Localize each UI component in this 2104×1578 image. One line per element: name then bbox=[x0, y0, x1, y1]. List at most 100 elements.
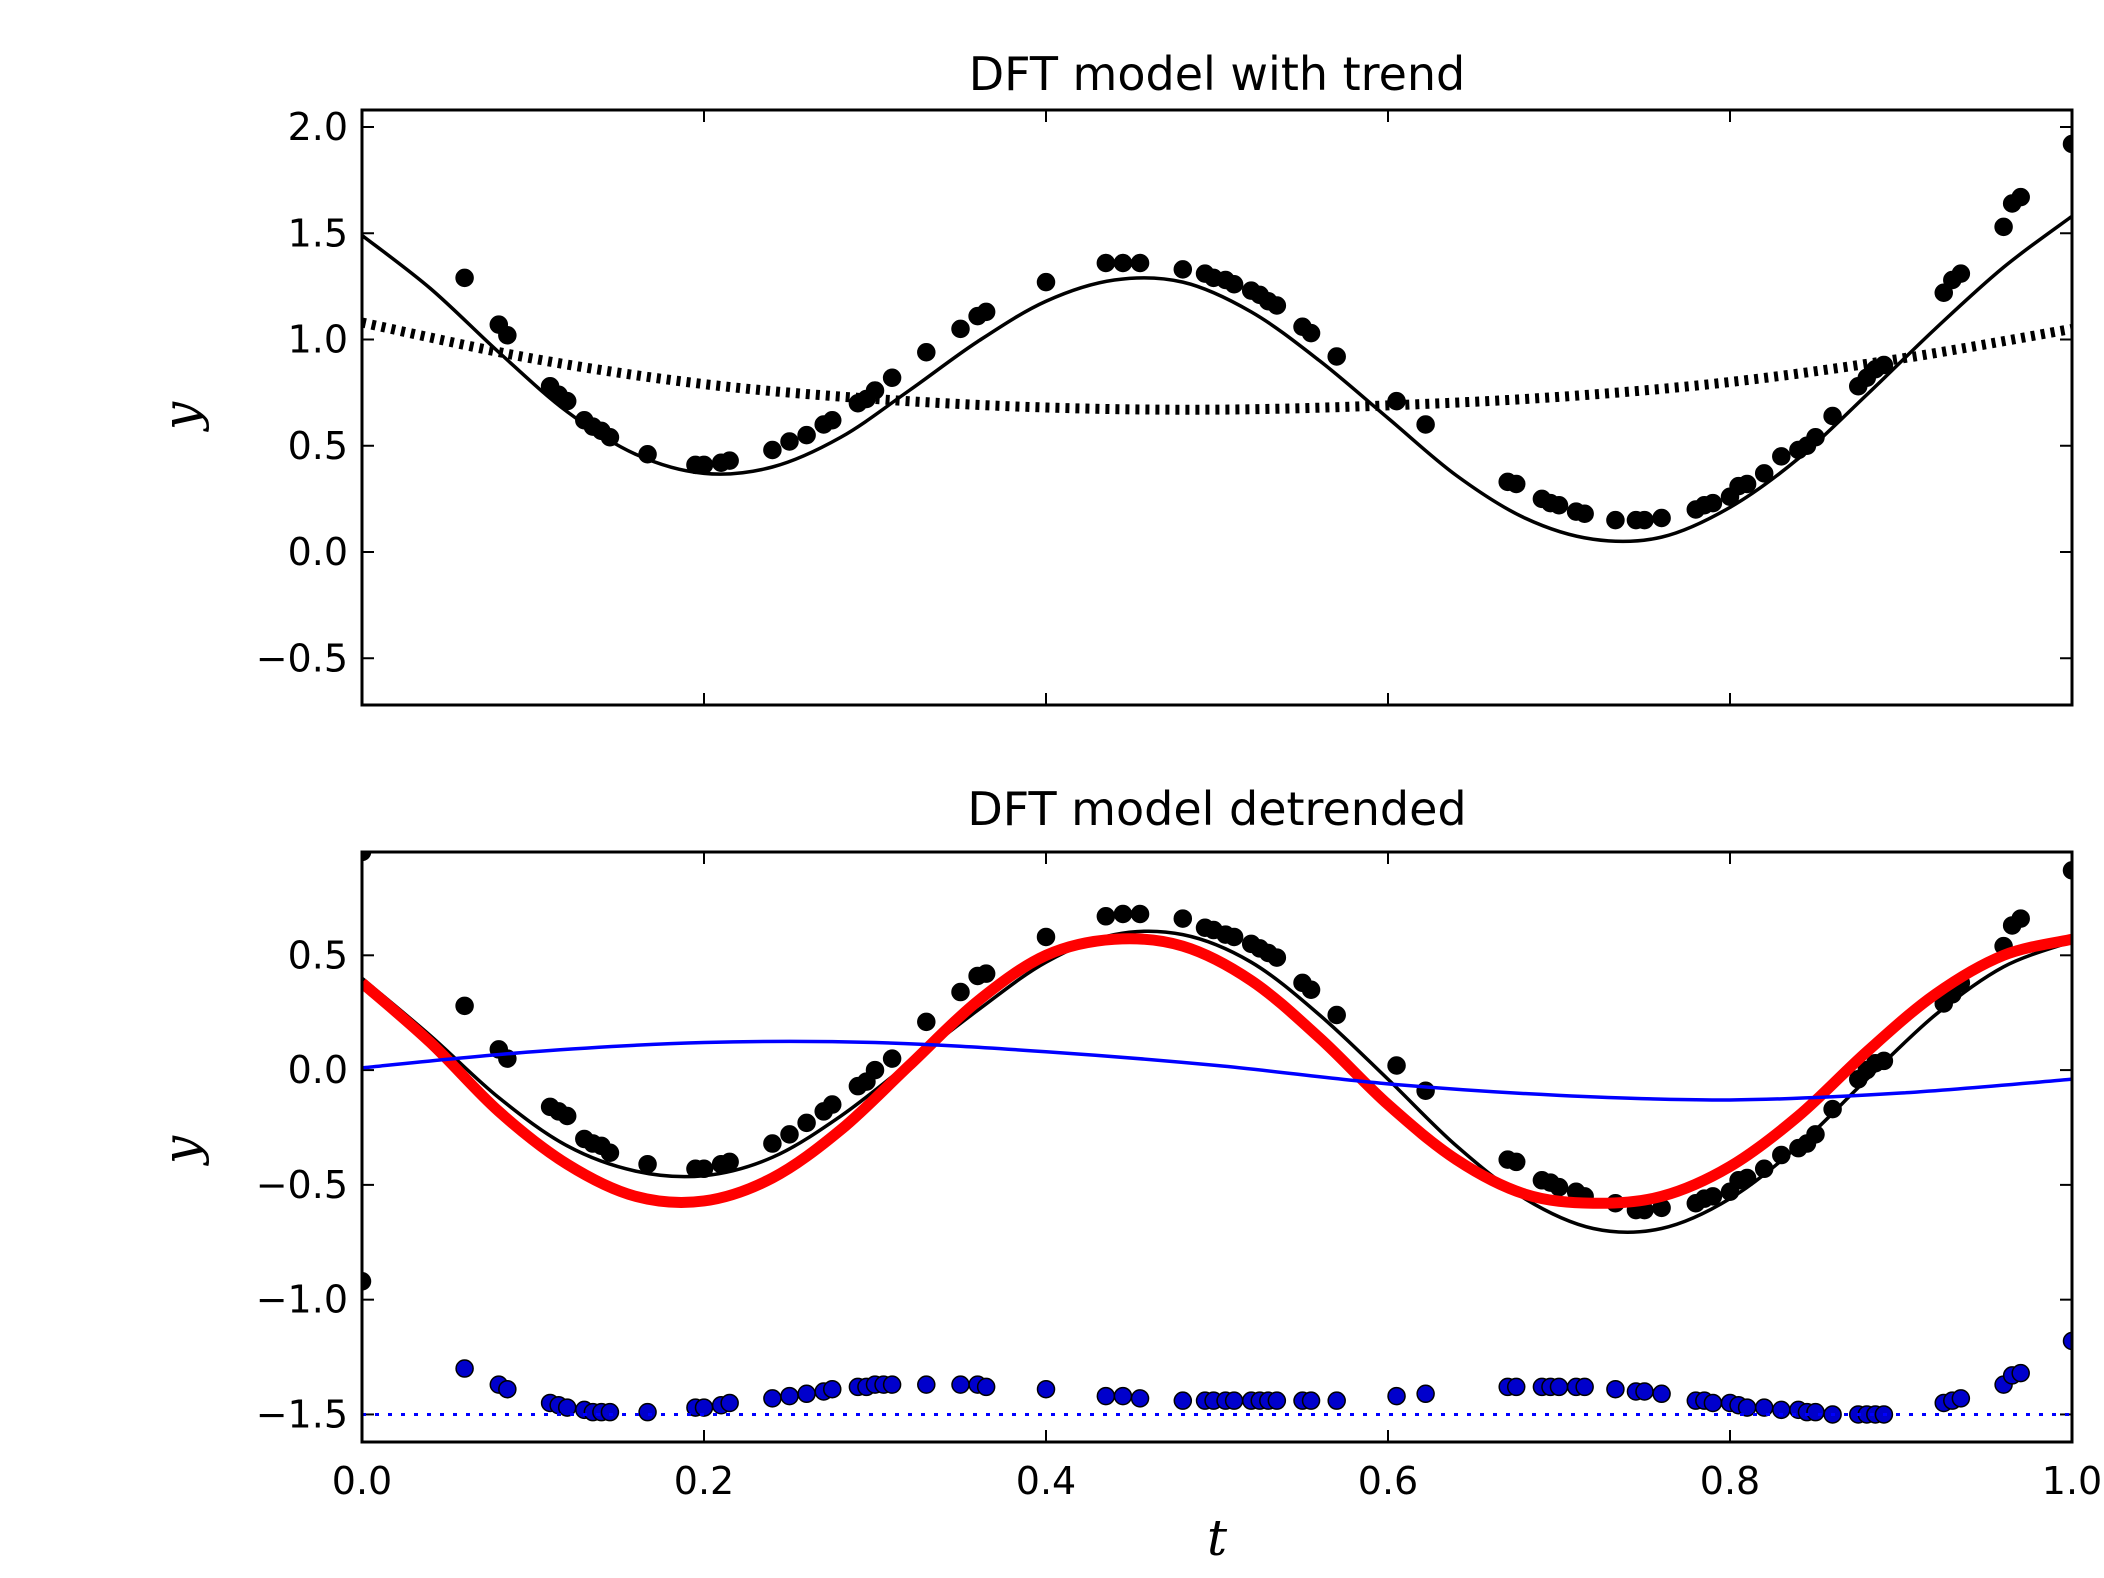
data-point bbox=[823, 411, 842, 430]
residuals-point bbox=[1606, 1379, 1625, 1399]
residuals-point bbox=[1507, 1377, 1526, 1397]
residuals-point bbox=[455, 1359, 474, 1378]
data-point bbox=[1327, 347, 1346, 366]
residuals-point bbox=[1416, 1384, 1435, 1404]
trend-line bbox=[362, 317, 2072, 415]
y-tick-label: 0.5 bbox=[288, 424, 348, 468]
detrended-data-point bbox=[1096, 907, 1116, 926]
detrended-data-point bbox=[1703, 1187, 1723, 1206]
detrended-data-point bbox=[2011, 909, 2030, 928]
data-point bbox=[1575, 504, 1594, 523]
data-point bbox=[1606, 510, 1625, 530]
panel-with-trend: DFT model with trend y −0.5 0.0 0.5 1.0 1.5 2… bbox=[152, 47, 2074, 707]
x-tick-label: 1.0 bbox=[2042, 1459, 2102, 1503]
residuals-point bbox=[2011, 1363, 2030, 1383]
data-point bbox=[1772, 447, 1791, 466]
detrended-data-point bbox=[1549, 1177, 1569, 1197]
data-point bbox=[2011, 187, 2030, 207]
residuals-point bbox=[1951, 1389, 1971, 1408]
panel-title-with-trend: DFT model with trend bbox=[969, 47, 1465, 101]
residuals-point bbox=[882, 1375, 902, 1394]
residuals-point bbox=[1301, 1391, 1321, 1410]
detrended-data-point bbox=[600, 1143, 620, 1162]
x-tick-label: 0.4 bbox=[1016, 1459, 1076, 1503]
residuals-point bbox=[917, 1375, 936, 1394]
residuals-point bbox=[1327, 1391, 1346, 1410]
data-point bbox=[1096, 253, 1116, 273]
data-point bbox=[917, 343, 936, 362]
detrended-data-point bbox=[1301, 980, 1321, 999]
y-tick-label: 2.0 bbox=[288, 105, 348, 149]
data-point bbox=[951, 319, 970, 339]
model-line bbox=[362, 214, 2072, 544]
data-point bbox=[1267, 296, 1287, 315]
data-point bbox=[1994, 217, 2013, 237]
y-tick-label: −1.0 bbox=[256, 1278, 348, 1322]
detrended-data-point bbox=[1327, 1005, 1346, 1025]
residuals-point bbox=[780, 1386, 799, 1406]
data-point bbox=[1737, 474, 1757, 494]
detrended-data-point bbox=[951, 982, 970, 1002]
residual-trend-line bbox=[362, 1039, 2072, 1102]
residuals-point bbox=[976, 1377, 996, 1397]
data-point bbox=[1703, 493, 1723, 513]
data-point bbox=[1301, 323, 1321, 343]
residuals-point bbox=[951, 1375, 970, 1394]
x-axis-label: t bbox=[1207, 1509, 1228, 1567]
residuals-point bbox=[2062, 1331, 2072, 1351]
data-point bbox=[2062, 134, 2072, 154]
plot-area-top bbox=[362, 134, 2072, 544]
residuals-point bbox=[1652, 1384, 1671, 1404]
y-tick-label: 1.5 bbox=[288, 211, 348, 255]
residuals-point bbox=[1130, 1389, 1150, 1408]
data-point bbox=[455, 268, 474, 288]
data-point bbox=[1507, 474, 1526, 494]
data-point bbox=[1549, 496, 1569, 515]
data-point bbox=[1951, 264, 1971, 283]
data-point bbox=[797, 425, 816, 445]
residuals-point bbox=[1635, 1382, 1654, 1401]
residuals-point bbox=[1096, 1386, 1116, 1406]
panel-detrended: DFT model detrended y t 0.0 0.2 0.4 0.6 0.8 1… bbox=[152, 782, 2102, 1567]
data-point bbox=[763, 440, 782, 460]
residuals-point bbox=[498, 1379, 517, 1399]
detrended-data-point bbox=[362, 1272, 372, 1291]
tick-group-top: −0.5 0.0 0.5 1.0 1.5 2.0 bbox=[256, 105, 2073, 705]
residuals-point bbox=[1703, 1393, 1723, 1413]
y-axis-label-bottom: y bbox=[152, 1135, 210, 1166]
detrended-data-point bbox=[1507, 1152, 1526, 1172]
true-signal-line bbox=[362, 933, 2072, 1209]
data-point bbox=[1635, 510, 1654, 530]
residuals-point bbox=[1036, 1379, 1056, 1399]
residuals-point bbox=[600, 1402, 620, 1422]
data-point bbox=[1130, 253, 1150, 273]
detrended-data-point bbox=[917, 1012, 936, 1032]
y-tick-label: 1.0 bbox=[288, 318, 348, 362]
detrended-data-point bbox=[882, 1049, 902, 1068]
data-point bbox=[1416, 415, 1435, 434]
detrended-data-point bbox=[720, 1152, 739, 1172]
y-tick-label: −0.5 bbox=[256, 636, 348, 680]
detrended-data-point bbox=[797, 1113, 816, 1133]
data-point bbox=[1036, 272, 1056, 292]
y-tick-label: 0.0 bbox=[288, 530, 348, 574]
detrended-data-point bbox=[865, 1060, 885, 1080]
detrended-data-point bbox=[1823, 1099, 1842, 1119]
residuals-point bbox=[823, 1379, 842, 1399]
residuals-point bbox=[797, 1384, 816, 1404]
axes-frame-bottom bbox=[360, 850, 2074, 1444]
x-tick-label: 0.0 bbox=[332, 1459, 392, 1503]
data-point bbox=[1113, 253, 1133, 273]
detrended-data-point bbox=[780, 1125, 799, 1144]
detrended-data-point bbox=[1036, 927, 1056, 947]
detrended-data-point bbox=[763, 1134, 782, 1153]
detrended-data-point bbox=[1173, 909, 1193, 928]
residuals-point bbox=[1387, 1386, 1406, 1406]
plot-area-bottom bbox=[362, 852, 2072, 1424]
tick-group-bottom: 0.0 0.2 0.4 0.6 0.8 1.0 −1.5 −1.0 −0.5 0.0 0.5 bbox=[256, 852, 2102, 1503]
data-point bbox=[1754, 464, 1774, 483]
data-point bbox=[1652, 508, 1671, 528]
data-point bbox=[1224, 275, 1244, 294]
detrended-data-point bbox=[1806, 1125, 1825, 1144]
detrended-data-point bbox=[1267, 948, 1287, 967]
